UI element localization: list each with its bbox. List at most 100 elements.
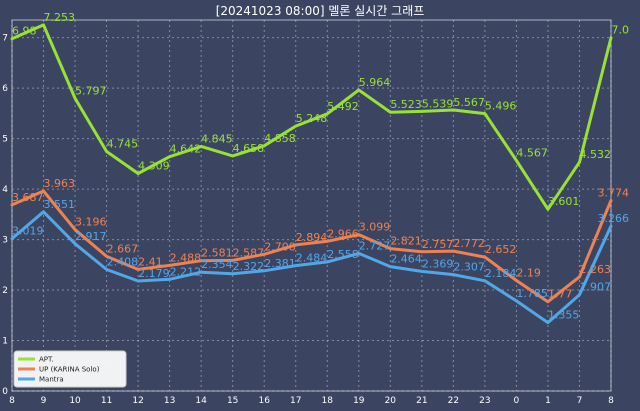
legend-label: APT.	[39, 356, 54, 364]
plot-frame	[11, 19, 612, 392]
data-label: 2.727	[359, 239, 391, 252]
data-label: 3.601	[548, 195, 580, 208]
y-tick-label: 7	[2, 34, 8, 44]
data-label: 4.309	[138, 159, 170, 172]
x-tick-label: 12	[132, 396, 143, 406]
x-tick-label: 7	[577, 396, 583, 406]
chart-title: [20241023 08:00] 멜론 실시간 그래프	[216, 4, 425, 18]
data-label: 5.797	[75, 84, 107, 97]
data-label: 2.369	[422, 257, 454, 270]
data-label: 1.907	[579, 281, 611, 294]
data-label: 5.964	[359, 76, 391, 89]
data-label: 2.408	[107, 255, 139, 268]
x-tick-label: 8	[9, 396, 15, 406]
data-label: 3.963	[44, 177, 76, 190]
data-label: 5.567	[453, 96, 485, 109]
data-labels: 6.987.2535.7974.7454.3094.6424.8454.6584…	[12, 11, 629, 322]
legend-label: UP (KARINA Solo)	[39, 366, 100, 374]
x-tick-label: 9	[41, 396, 47, 406]
y-tick-label: 0	[2, 387, 8, 397]
data-label: 3.019	[12, 225, 44, 238]
x-tick-label: 15	[227, 396, 238, 406]
data-label: 2.821	[390, 235, 422, 248]
y-tick-label: 6	[2, 84, 8, 94]
data-label: 2.322	[233, 260, 265, 273]
data-label: 4.567	[516, 146, 548, 159]
data-label: 3.266	[598, 212, 630, 225]
data-label: 2.587	[233, 246, 265, 259]
data-label: 5.492	[327, 100, 359, 113]
data-label: 5.523	[390, 98, 422, 111]
x-tick-label: 14	[195, 396, 207, 406]
data-label: 5.248	[296, 112, 328, 125]
data-label: 1.77	[548, 288, 573, 301]
x-tick-label: 18	[322, 396, 334, 406]
x-tick-label: 20	[385, 396, 397, 406]
data-label: 2.558	[327, 248, 359, 261]
x-tick-label: 17	[290, 396, 301, 406]
x-tick-label: 19	[353, 396, 365, 406]
data-label: 4.532	[579, 148, 611, 161]
y-tick-label: 3	[2, 236, 8, 246]
data-label: 2.484	[296, 252, 328, 265]
data-label: 3.774	[598, 187, 630, 200]
data-label: 2.212	[170, 265, 202, 278]
x-tick-label: 23	[479, 396, 490, 406]
data-label: 4.658	[233, 142, 265, 155]
series-line-1	[10, 189, 613, 304]
data-label: 4.642	[170, 143, 202, 156]
data-label: 2.966	[327, 227, 359, 240]
data-label: 3.551	[44, 198, 76, 211]
data-label: 3.099	[359, 221, 391, 234]
data-label: 2.488	[170, 251, 202, 264]
data-label: 2.464	[390, 253, 422, 266]
x-tick-label: 22	[448, 396, 459, 406]
data-label: 4.745	[107, 137, 139, 150]
x-tick-label: 13	[164, 396, 175, 406]
data-label: 4.845	[201, 132, 233, 145]
data-label: 2.19	[516, 266, 541, 279]
legend-label: Mantra	[39, 376, 64, 384]
data-label: 3.196	[75, 216, 107, 229]
y-tick-label: 5	[2, 135, 8, 145]
x-tick-label: 8	[608, 396, 614, 406]
data-label: 2.184	[485, 267, 517, 280]
data-label: 2.581	[201, 247, 233, 260]
data-label: 2.354	[201, 258, 233, 271]
series-lines	[10, 23, 613, 325]
data-label: 2.894	[296, 231, 328, 244]
data-label: 1.355	[548, 309, 580, 322]
series-line-2	[10, 210, 613, 325]
data-label: 2.652	[485, 243, 517, 256]
data-label: 2.307	[453, 261, 485, 274]
x-tick-label: 10	[69, 396, 81, 406]
data-label: 2.179	[138, 267, 170, 280]
data-label: 2.263	[579, 263, 611, 276]
legend: APT. UP (KARINA Solo) Mantra	[13, 350, 127, 388]
x-tick-label: 21	[416, 396, 427, 406]
data-label: 2.708	[264, 240, 296, 253]
x-tick-label: 11	[101, 396, 112, 406]
y-tick-label: 4	[2, 185, 8, 195]
data-label: 2.757	[422, 238, 454, 251]
data-label: 7.253	[44, 11, 76, 24]
series-line-0	[10, 23, 613, 211]
legend-box	[13, 350, 127, 388]
y-tick-label: 1	[2, 337, 8, 347]
y-tick-label: 2	[2, 286, 8, 296]
data-label: 4.858	[264, 132, 296, 145]
data-label: 2.917	[75, 230, 107, 243]
data-label: 1.785	[516, 287, 548, 300]
data-label: 2.667	[107, 242, 139, 255]
data-label: 2.41	[138, 255, 163, 268]
data-label: 7.0	[612, 24, 630, 37]
axes: 8 9 10 11 12 13 14 15 16 17 18 19 20 21 22 23 0 1 7 8012345…	[2, 19, 614, 406]
gridlines	[11, 20, 612, 392]
data-label: 6.98	[12, 25, 37, 38]
x-tick-label: 1	[545, 396, 551, 406]
data-label: 2.772	[453, 237, 485, 250]
data-label: 2.381	[264, 257, 296, 270]
data-label: 5.539	[422, 97, 454, 110]
